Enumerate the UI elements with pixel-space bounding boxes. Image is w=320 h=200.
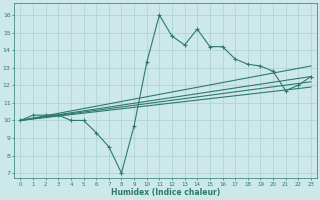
X-axis label: Humidex (Indice chaleur): Humidex (Indice chaleur) <box>111 188 220 197</box>
